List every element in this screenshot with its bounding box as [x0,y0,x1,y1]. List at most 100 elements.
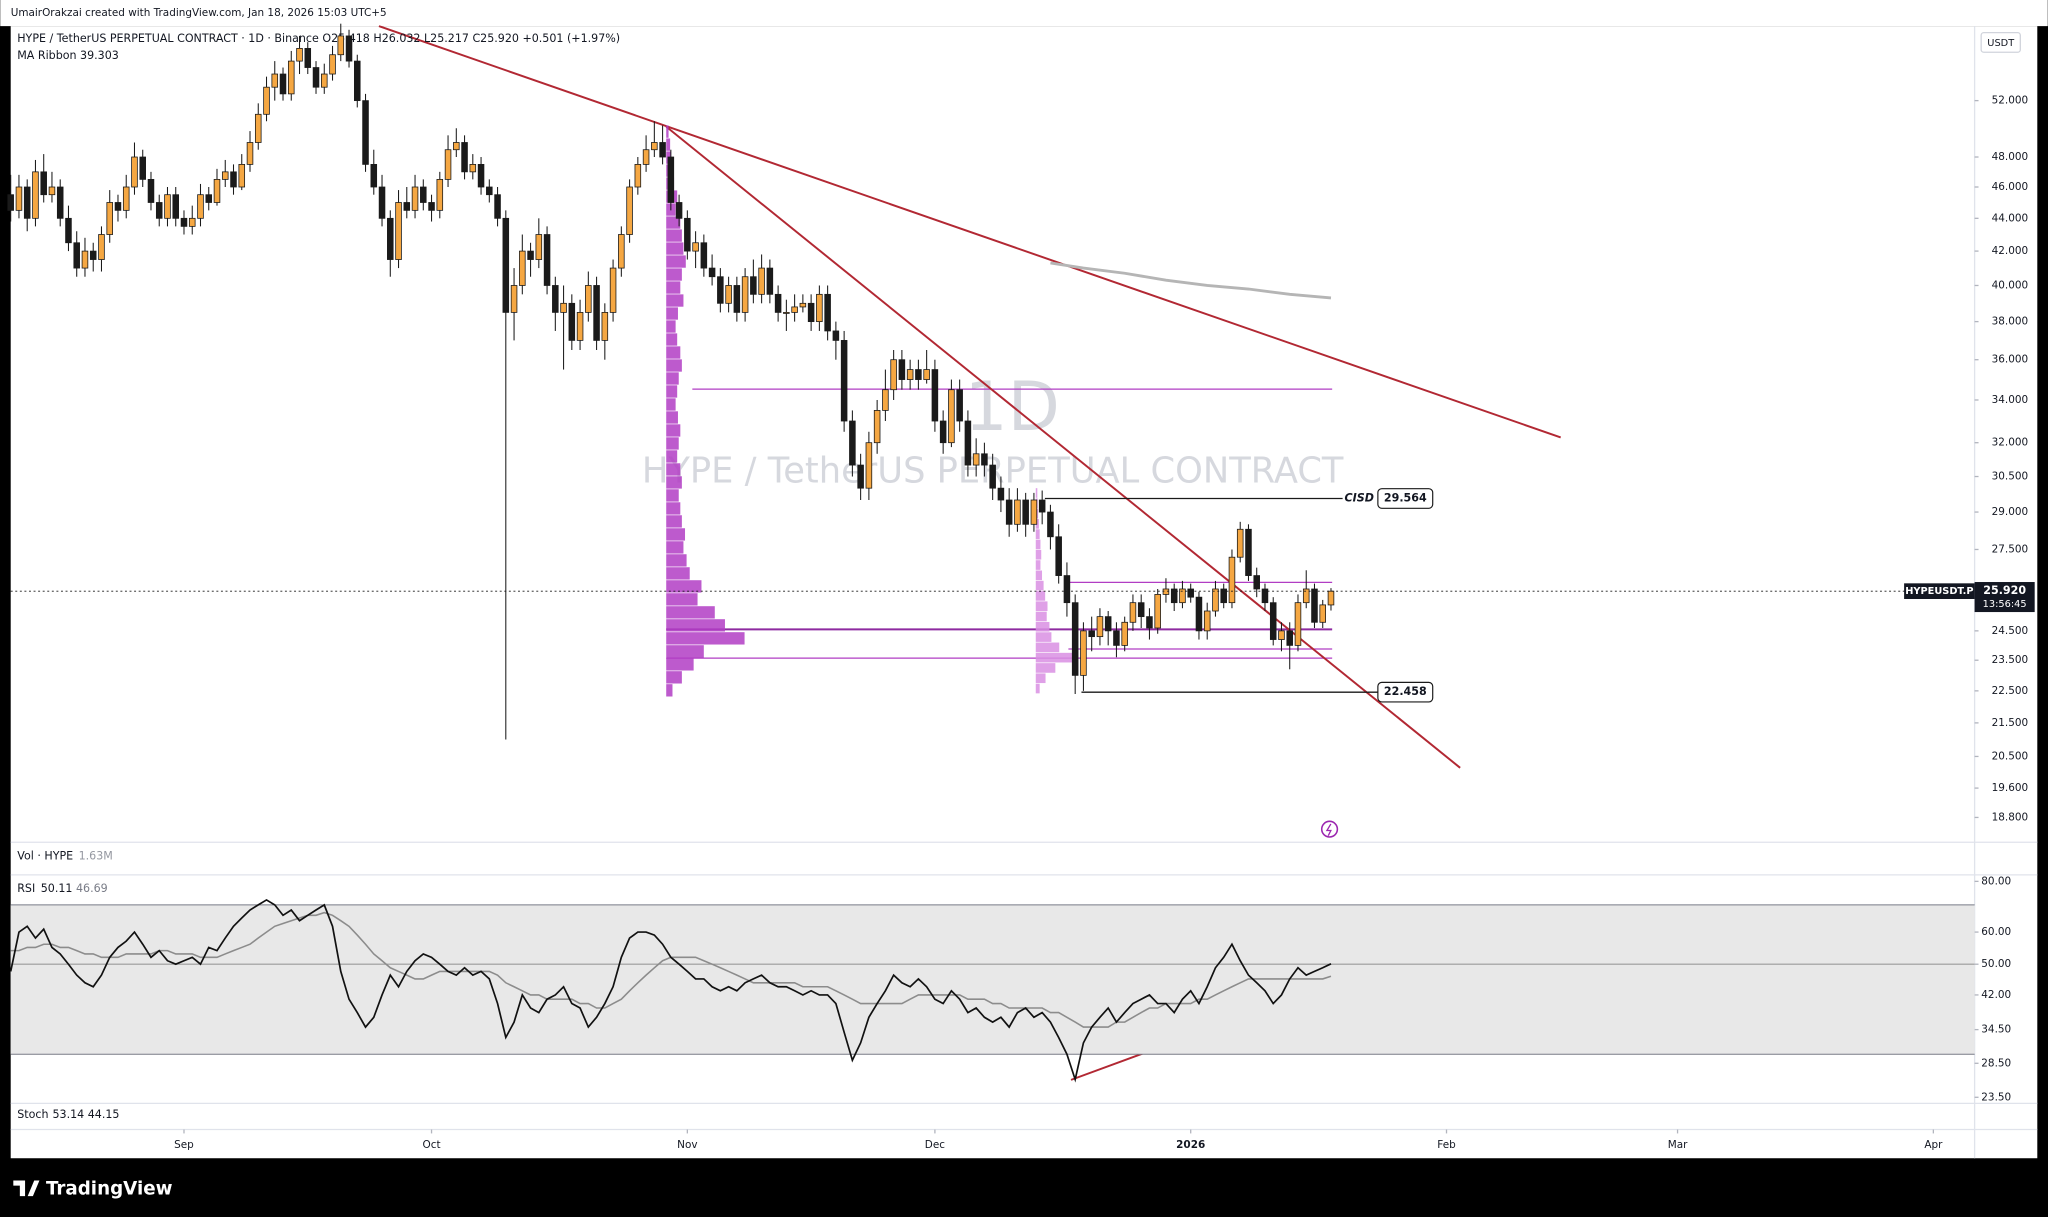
y-tick-label: 30.500 [1992,471,2029,483]
candle-body [1236,528,1244,558]
y-tick-label: 38.000 [1992,316,2029,328]
candle-body [873,410,881,444]
candle-body [362,100,369,165]
candle-body [849,420,856,466]
alert-icon[interactable] [1320,820,1339,838]
candle-body [725,285,732,304]
rsi-y-tick-label: 28.50 [1981,1057,2011,1069]
candle-body [73,242,80,269]
candle-body [155,202,163,219]
candle-body [106,202,113,235]
volume-profile-bar [666,476,682,489]
legend-line: HYPE / TetherUS PERPETUAL CONTRACT · 1D … [17,32,620,45]
rsi-y-tick-label: 80.00 [1981,875,2011,887]
candle-body [898,359,906,380]
y-tick-label: 27.500 [1992,543,2029,555]
volume-profile-bar [666,437,679,450]
candle-body [213,178,221,203]
annotation-box [1377,681,1434,703]
rsi-y-tick-label: 50.00 [1981,958,2011,970]
candle-body [1245,528,1252,576]
candle-body [840,340,848,422]
alert-icon-bolt [1325,823,1332,837]
y-tick-label: 40.000 [1992,279,2029,291]
candle-body [1253,575,1260,590]
candle-body [890,359,897,391]
rsi-value: 50.11 [41,882,73,895]
candle-body [304,48,312,68]
candle-body [1278,630,1285,640]
candle-body [238,164,246,188]
candle-body [98,234,105,260]
candle-body [89,250,97,260]
candle-body [469,164,477,173]
ma-legend: MA Ribbon 39.303 [17,49,119,62]
candle-body [741,276,749,313]
candle-body [1319,604,1326,623]
brand: TradingView [46,1179,173,1200]
volume-profile-bar [1035,673,1046,684]
candle-body [1294,602,1302,646]
candle-body [972,453,980,466]
candle-body [378,186,386,219]
volume-profile-bar [1035,519,1039,529]
y-tick-label: 24.500 [1992,625,2029,637]
rsi-y-tick-label: 42.00 [1981,989,2011,1001]
volume-profile-bar [1035,632,1052,642]
y-tick-label: 48.000 [1992,151,2029,163]
candle-body [254,113,262,143]
price-badge-countdown: 13:56:45 [1983,599,2027,610]
y-tick-label: 34.000 [1992,394,2029,406]
volume-profile-bar [1035,663,1056,673]
currency-box[interactable] [1980,31,2021,53]
candle-body [1220,588,1227,604]
price-badge-label: 25.920 [1983,584,2026,597]
candle-body [1005,499,1013,525]
candle-body [1302,588,1310,604]
candle-body [675,202,683,219]
volume-profile-bar [666,398,676,411]
candle-body [40,171,47,196]
candle-body [263,86,270,115]
candle-body [1146,616,1153,629]
volume-profile-bar [666,281,681,294]
y-tick-label: 44.000 [1992,212,2029,224]
volume-profile-bar [666,424,681,437]
volume-profile-bar [666,489,679,502]
x-tick-label: Mar [1668,1139,1688,1151]
volume-profile-bar [1035,642,1060,653]
x-tick-label: 2026 [1176,1139,1205,1151]
volume-profile-bar [1035,621,1050,632]
candle-body [461,142,468,173]
candle-body [1137,602,1145,618]
candle-body [601,312,609,341]
candle-body [832,330,840,341]
candle-body [370,164,378,188]
candle-body [997,487,1005,501]
candle-body [824,293,831,332]
candle-body [1022,499,1029,525]
y-tick-label: 52.000 [1992,95,2029,107]
candle-body [642,149,650,165]
volume-profile-bar [1035,611,1047,622]
candle-body [931,369,939,422]
candle-body [1154,594,1161,629]
ma-ribbon-line [1050,261,1332,300]
volume-profile-bar [666,671,682,684]
candle-body [1195,596,1203,632]
candle-body [56,186,64,219]
volume-profile-bar [666,307,678,320]
volume-profile-bar [666,385,678,398]
price-badge [1974,582,2035,613]
candle-body [1286,630,1293,646]
candle-body [1212,588,1219,612]
x-tick-label: Nov [677,1139,697,1151]
candle-body [230,171,237,188]
candle-body [205,194,213,203]
candle-body [81,250,89,269]
candle-body [1088,630,1095,638]
volume-profile-bar [666,450,678,463]
volume-profile-bar [1035,488,1038,498]
candle-body [1170,588,1178,604]
candle-body [1104,616,1112,632]
